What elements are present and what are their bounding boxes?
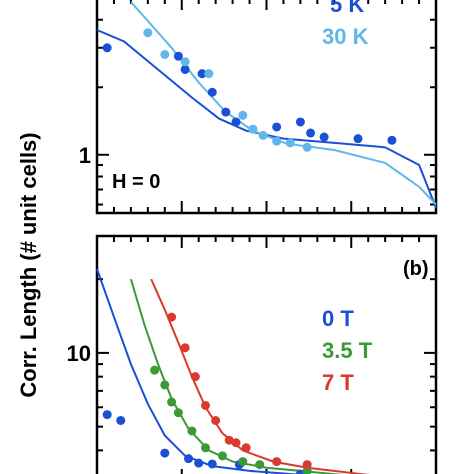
legend-entry: 0 T — [322, 306, 354, 331]
data-point — [197, 69, 207, 79]
panel-b: 10 0 T 3.5 T 7 T (b) — [67, 234, 438, 474]
data-point — [238, 457, 248, 467]
data-point — [180, 343, 190, 353]
data-point — [217, 451, 227, 461]
panel-b-points — [102, 312, 312, 474]
data-point — [231, 438, 241, 448]
legend-entry: 30 K — [322, 24, 369, 49]
data-point — [353, 134, 363, 144]
data-point — [207, 87, 217, 97]
fit-line-3_5-T — [129, 278, 344, 474]
y-tick-label: 10 — [67, 341, 91, 366]
panel-a: 1 5 K 30 K H = 0 — [79, 0, 438, 215]
data-point — [258, 130, 268, 140]
panel-b-legend: 0 T 3.5 T 7 T — [322, 306, 373, 395]
data-point — [180, 64, 190, 74]
panel-b-y-tick-labels: 10 — [67, 341, 91, 366]
data-point — [306, 128, 316, 138]
panel-a-points — [102, 28, 397, 152]
data-point — [160, 380, 170, 390]
data-point — [190, 372, 200, 382]
data-point — [184, 454, 194, 464]
data-point — [194, 458, 204, 468]
y-axis-label: Corr. Length (# unit cells) — [16, 132, 41, 397]
data-point — [116, 415, 126, 425]
data-point — [102, 410, 112, 420]
data-point — [238, 110, 248, 120]
data-point — [211, 415, 221, 425]
panel-b-fit-lines — [96, 268, 370, 474]
data-point — [221, 107, 231, 117]
data-point — [167, 312, 177, 322]
fit-line-7-T — [150, 278, 370, 474]
data-point — [255, 460, 265, 470]
data-point — [224, 435, 234, 445]
data-point — [285, 138, 295, 148]
data-point — [387, 135, 397, 145]
data-point — [272, 457, 282, 467]
y-tick-label: 1 — [79, 143, 91, 168]
data-point — [102, 43, 112, 53]
panel-a-y-tick-labels: 1 — [79, 143, 91, 168]
data-point — [160, 49, 170, 59]
panel-b-ticks — [96, 235, 437, 474]
data-point — [248, 124, 258, 134]
data-point — [200, 443, 210, 453]
data-point — [143, 28, 153, 38]
data-point — [241, 443, 251, 453]
data-point — [207, 459, 217, 469]
data-point — [180, 57, 190, 67]
panel-a-ticks — [96, 0, 437, 213]
fit-line-30-K — [130, 1, 437, 206]
data-point — [150, 365, 160, 375]
legend-entry: 3.5 T — [322, 338, 373, 363]
data-point — [302, 460, 312, 470]
panel-a-annotation: H = 0 — [112, 171, 160, 193]
panel-b-frame — [95, 234, 438, 474]
data-point — [272, 136, 282, 146]
data-point — [187, 426, 197, 436]
panel-a-legend: 5 K 30 K — [322, 0, 369, 49]
panel-b-label: (b) — [403, 258, 429, 280]
fit-line-5-K — [96, 29, 437, 209]
data-point — [200, 400, 210, 410]
data-point — [173, 408, 183, 418]
data-point — [302, 142, 312, 152]
data-point — [295, 117, 305, 127]
data-point — [272, 122, 282, 132]
data-point — [231, 117, 241, 127]
data-point — [173, 51, 183, 61]
data-point — [295, 469, 305, 474]
legend-entry: 7 T — [322, 370, 354, 395]
data-point — [319, 132, 329, 142]
data-point — [204, 69, 214, 79]
data-point — [160, 448, 170, 458]
legend-entry: 5 K — [330, 0, 364, 17]
data-point — [167, 397, 177, 407]
fit-line-0-T — [96, 268, 305, 474]
